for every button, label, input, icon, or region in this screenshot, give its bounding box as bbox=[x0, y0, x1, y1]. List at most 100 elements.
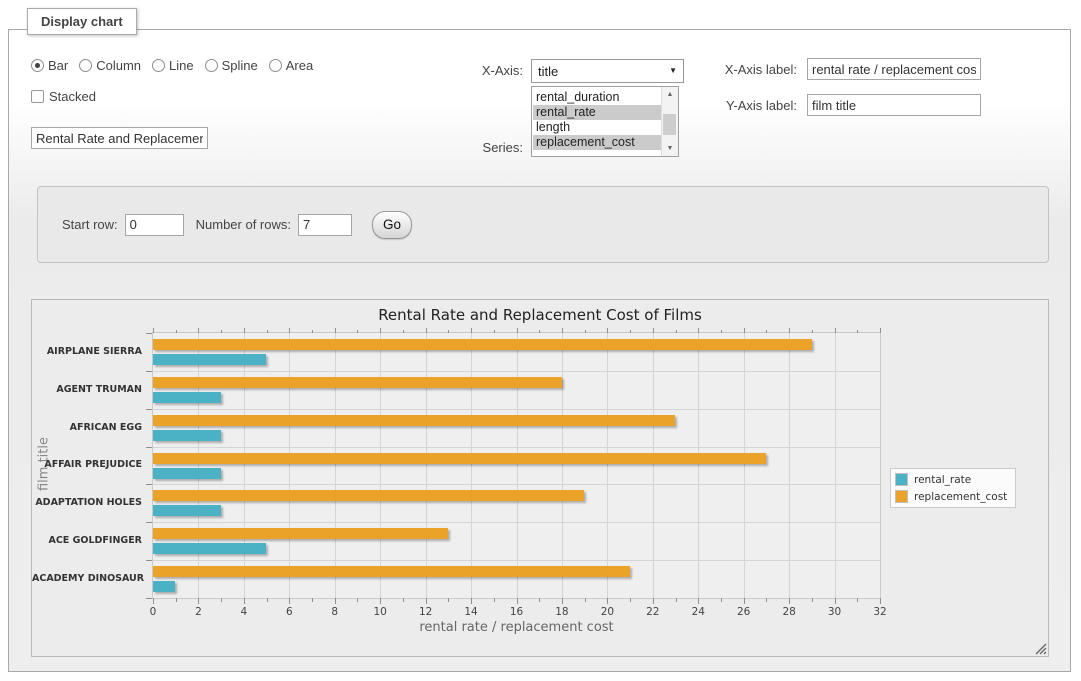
gridline bbox=[789, 333, 790, 598]
x-tick bbox=[380, 328, 381, 333]
stacked-row[interactable]: Stacked bbox=[31, 89, 96, 104]
legend-label: rental_rate bbox=[914, 474, 971, 486]
x-tick bbox=[789, 598, 790, 604]
chart-type-label: Column bbox=[96, 58, 141, 73]
x-axis-selected-value: title bbox=[538, 64, 558, 79]
x-tick bbox=[471, 598, 472, 604]
x-tick bbox=[539, 330, 540, 333]
scroll-up-icon[interactable]: ▲ bbox=[662, 87, 678, 102]
scroll-down-icon[interactable]: ▼ bbox=[662, 141, 678, 156]
gridline bbox=[153, 409, 880, 410]
x-tick bbox=[721, 330, 722, 333]
x-tick-label: 14 bbox=[464, 606, 477, 618]
radio-icon bbox=[152, 59, 165, 72]
series-scrollbar[interactable]: ▲ ▼ bbox=[661, 87, 678, 156]
x-tick bbox=[153, 328, 154, 333]
x-tick bbox=[426, 598, 427, 604]
scrollbar-thumb[interactable] bbox=[663, 114, 676, 135]
y-tick bbox=[146, 333, 152, 334]
bar-rental_rate bbox=[153, 468, 221, 479]
chart-type-label: Spline bbox=[222, 58, 258, 73]
x-tick bbox=[289, 598, 290, 604]
gridline bbox=[289, 333, 290, 598]
radio-icon bbox=[31, 59, 44, 72]
x-tick-label: 30 bbox=[828, 606, 841, 618]
x-tick-label: 10 bbox=[374, 606, 387, 618]
start-row-input[interactable] bbox=[125, 214, 184, 236]
chart-type-line[interactable]: Line bbox=[152, 58, 194, 73]
series-option-rental_rate[interactable]: rental_rate bbox=[533, 105, 661, 120]
x-tick bbox=[653, 598, 654, 604]
series-option-replacement_cost[interactable]: replacement_cost bbox=[533, 135, 661, 150]
y-tick bbox=[146, 560, 152, 561]
y-axis-label-input[interactable] bbox=[807, 94, 981, 116]
x-tick bbox=[221, 330, 222, 333]
x-tick bbox=[403, 598, 404, 602]
chart-type-bar[interactable]: Bar bbox=[31, 58, 68, 73]
rows-form: Start row: Number of rows: Go bbox=[37, 186, 1049, 263]
bar-replacement_cost bbox=[153, 377, 562, 388]
go-button[interactable]: Go bbox=[372, 211, 412, 239]
y-tick bbox=[146, 598, 152, 599]
series-option-length[interactable]: length bbox=[533, 120, 661, 135]
x-tick-label: 6 bbox=[286, 606, 293, 618]
bar-replacement_cost bbox=[153, 415, 675, 426]
series-listbox[interactable]: rental_durationrental_ratelengthreplacem… bbox=[531, 86, 679, 157]
series-option-rental_duration[interactable]: rental_duration bbox=[533, 90, 661, 105]
gridline bbox=[153, 484, 880, 485]
x-tick bbox=[676, 598, 677, 602]
x-tick-label: 12 bbox=[419, 606, 432, 618]
bar-replacement_cost bbox=[153, 490, 584, 501]
legend-swatch bbox=[895, 473, 908, 486]
bar-replacement_cost bbox=[153, 453, 766, 464]
x-tick bbox=[562, 598, 563, 604]
x-tick bbox=[176, 330, 177, 333]
chart-title: Rental Rate and Replacement Cost of Film… bbox=[32, 306, 1048, 324]
gridline bbox=[653, 333, 654, 598]
bar-replacement_cost bbox=[153, 566, 630, 577]
gridline bbox=[426, 333, 427, 598]
x-tick bbox=[857, 598, 858, 602]
num-rows-input[interactable] bbox=[298, 214, 352, 236]
x-tick bbox=[585, 330, 586, 333]
x-axis-label-input[interactable] bbox=[807, 58, 981, 80]
chart-title-input[interactable] bbox=[31, 127, 208, 149]
x-tick bbox=[198, 598, 199, 604]
chart-type-area[interactable]: Area bbox=[269, 58, 313, 73]
gridline bbox=[153, 560, 880, 561]
chevron-down-icon: ▼ bbox=[669, 67, 677, 75]
x-tick bbox=[176, 598, 177, 602]
x-tick-label: 18 bbox=[555, 606, 568, 618]
x-tick-label: 2 bbox=[195, 606, 202, 618]
category-label: ADAPTATION HOLES bbox=[32, 497, 142, 508]
x-tick bbox=[335, 328, 336, 333]
x-tick bbox=[607, 328, 608, 333]
bar-rental_rate bbox=[153, 392, 221, 403]
resize-grip-icon[interactable] bbox=[1035, 643, 1047, 655]
x-tick bbox=[357, 330, 358, 333]
x-tick bbox=[494, 330, 495, 333]
gridline bbox=[153, 447, 880, 448]
gridline bbox=[471, 333, 472, 598]
chart-type-column[interactable]: Column bbox=[79, 58, 141, 73]
gridline bbox=[698, 333, 699, 598]
x-tick bbox=[630, 598, 631, 602]
stacked-checkbox[interactable] bbox=[31, 90, 44, 103]
x-tick bbox=[221, 598, 222, 602]
chart-type-label: Bar bbox=[48, 58, 68, 73]
fieldset-legend: Display chart bbox=[27, 8, 137, 35]
category-label: AIRPLANE SIERRA bbox=[32, 346, 142, 357]
x-tick bbox=[244, 598, 245, 604]
num-rows-label: Number of rows: bbox=[196, 217, 291, 232]
legend-entry-replacement_cost: replacement_cost bbox=[895, 490, 1007, 503]
x-tick-label: 8 bbox=[331, 606, 338, 618]
page: Display chart Bar Column Line Spline Area St… bbox=[0, 0, 1081, 681]
x-tick bbox=[198, 328, 199, 333]
gridline bbox=[335, 333, 336, 598]
chart-type-spline[interactable]: Spline bbox=[205, 58, 258, 73]
x-axis-select[interactable]: title ▼ bbox=[531, 59, 684, 83]
chart-container: Rental Rate and Replacement Cost of Film… bbox=[31, 299, 1049, 657]
x-tick bbox=[607, 598, 608, 604]
x-tick bbox=[766, 330, 767, 333]
x-tick bbox=[335, 598, 336, 604]
